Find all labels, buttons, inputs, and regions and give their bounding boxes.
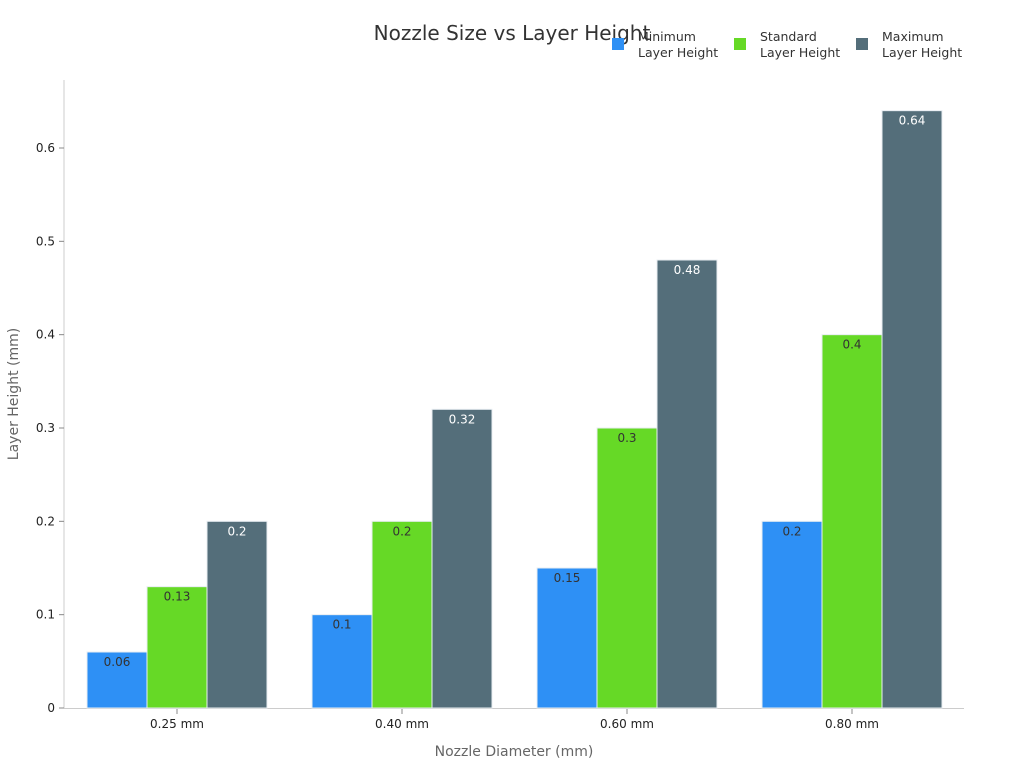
bar[interactable] xyxy=(536,567,598,709)
bar-group: 0.2 0.4 0.64 xyxy=(761,110,943,709)
bar[interactable] xyxy=(146,586,208,709)
bar-group: 0.06 0.13 0.2 xyxy=(86,520,268,709)
bar[interactable] xyxy=(206,520,268,709)
bar[interactable] xyxy=(431,408,493,709)
y-axis-title: Layer Height (mm) xyxy=(6,328,22,460)
legend-label: Layer Height xyxy=(882,45,962,60)
legend-label: Layer Height xyxy=(760,45,840,60)
bar-value-label: 0.3 xyxy=(617,431,636,445)
x-tick-label: 0.40 mm xyxy=(375,717,429,731)
legend-swatch xyxy=(734,38,746,50)
legend-label: Layer Height xyxy=(638,45,718,60)
bar[interactable] xyxy=(821,334,883,709)
y-tick-label: 0.6 xyxy=(36,141,55,155)
bar-value-label: 0.32 xyxy=(449,412,476,426)
x-tick-label: 0.25 mm xyxy=(150,717,204,731)
x-axis-title: Nozzle Diameter (mm) xyxy=(435,744,594,760)
bars: 0.060.130.20.10.20.320.150.30.480.20.40.… xyxy=(86,110,943,709)
bar[interactable] xyxy=(596,427,658,709)
legend-label: Maximum xyxy=(882,29,944,44)
y-tick-label: 0.4 xyxy=(36,328,55,342)
bar[interactable] xyxy=(761,520,823,709)
y-tick-label: 0.5 xyxy=(36,234,55,248)
bar[interactable] xyxy=(311,614,373,709)
bar-value-label: 0.2 xyxy=(392,524,411,538)
legend-swatch xyxy=(612,38,624,50)
x-tick-label: 0.60 mm xyxy=(600,717,654,731)
y-tick-label: 0.2 xyxy=(36,514,55,528)
chart-title: Nozzle Size vs Layer Height xyxy=(374,21,651,45)
bar-group: 0.1 0.2 0.32 xyxy=(311,408,493,709)
y-axis: 0 0.1 0.2 0.3 0.4 0.5 0.6 xyxy=(36,80,65,715)
bar-value-label: 0.64 xyxy=(899,114,926,128)
bar-value-label: 0.06 xyxy=(104,655,131,669)
bar-group: 0.15 0.3 0.48 xyxy=(536,259,718,709)
legend-swatch xyxy=(856,38,868,50)
x-tick-label: 0.80 mm xyxy=(825,717,879,731)
x-axis: 0.25 mm 0.40 mm 0.60 mm 0.80 mm xyxy=(64,708,964,731)
y-tick-label: 0.3 xyxy=(36,421,55,435)
y-tick-label: 0 xyxy=(47,701,55,715)
y-tick-label: 0.1 xyxy=(36,608,55,622)
legend-label: Standard xyxy=(760,29,817,44)
bar-value-label: 0.13 xyxy=(164,590,191,604)
bar[interactable] xyxy=(881,110,943,709)
bar-value-label: 0.1 xyxy=(332,618,351,632)
legend-label: Minimum xyxy=(638,29,696,44)
bar-value-label: 0.15 xyxy=(554,571,581,585)
bar-value-label: 0.4 xyxy=(842,338,861,352)
bar-value-label: 0.2 xyxy=(227,524,246,538)
bar[interactable] xyxy=(656,259,718,709)
bar[interactable] xyxy=(371,520,433,709)
bar-value-label: 0.2 xyxy=(782,524,801,538)
bar-value-label: 0.48 xyxy=(674,263,701,277)
